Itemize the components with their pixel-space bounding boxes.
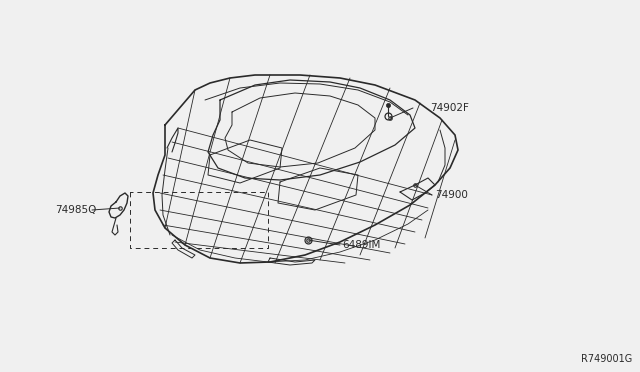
Text: 74902F: 74902F: [430, 103, 469, 113]
Text: R749001G: R749001G: [580, 354, 632, 364]
Text: 74900: 74900: [435, 190, 468, 200]
Text: 6489lM: 6489lM: [342, 240, 380, 250]
Text: 74985Q: 74985Q: [55, 205, 97, 215]
